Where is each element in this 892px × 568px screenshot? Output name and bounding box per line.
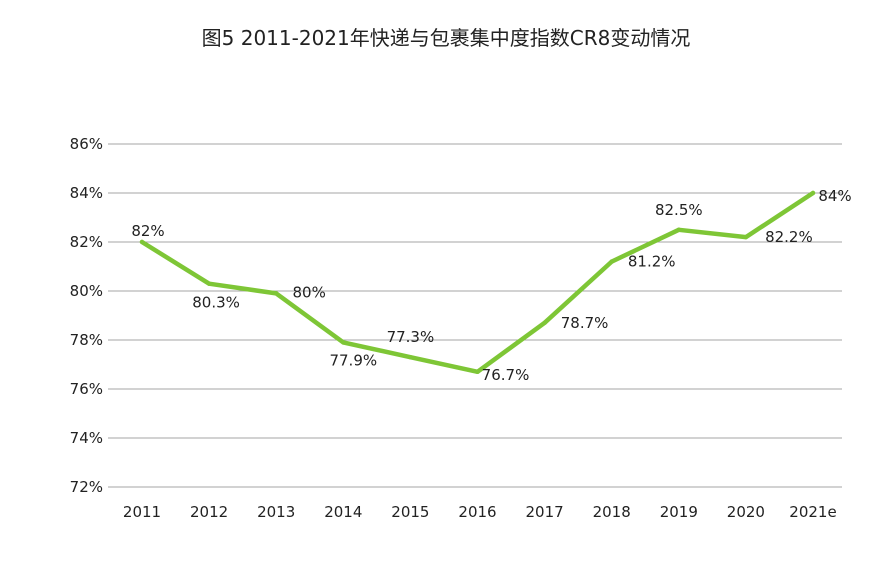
chart-title: 图5 2011-2021年快递与包裹集中度指数CR8变动情况 bbox=[201, 26, 691, 50]
data-label: 84% bbox=[818, 187, 851, 205]
data-point bbox=[274, 291, 279, 296]
data-point bbox=[810, 190, 816, 196]
y-axis-ticks: 72% 74% 76% 78% 80% 82% 84% 86% bbox=[70, 135, 103, 496]
data-point bbox=[206, 281, 212, 286]
data-label: 80.3% bbox=[192, 294, 240, 312]
x-tick-label: 2019 bbox=[660, 503, 698, 521]
x-tick-label: 2015 bbox=[391, 503, 429, 521]
x-tick-label: 2021e bbox=[789, 503, 836, 521]
gridlines bbox=[108, 143, 842, 488]
data-label: 82.5% bbox=[655, 201, 703, 219]
data-label: 82.2% bbox=[765, 228, 813, 246]
data-point bbox=[609, 259, 614, 264]
x-tick-label: 2017 bbox=[526, 503, 564, 521]
x-tick-label: 2013 bbox=[257, 503, 295, 521]
x-tick-label: 2020 bbox=[727, 503, 765, 521]
data-label: 76.7% bbox=[482, 366, 530, 384]
data-point bbox=[676, 227, 681, 232]
y-tick-label: 84% bbox=[70, 184, 103, 202]
x-tick-label: 2011 bbox=[123, 503, 161, 521]
data-point bbox=[341, 340, 346, 345]
data-label: 80% bbox=[293, 283, 326, 301]
series-line bbox=[139, 190, 816, 375]
y-tick-label: 74% bbox=[70, 429, 103, 447]
data-point bbox=[139, 239, 145, 245]
x-axis-ticks: 2011 2012 2013 2014 2015 2016 2017 2018 2019 2020… bbox=[123, 503, 837, 521]
y-tick-label: 76% bbox=[70, 380, 103, 398]
data-label: 77.9% bbox=[329, 351, 377, 369]
data-label: 77.3% bbox=[387, 328, 435, 346]
series-cr8 bbox=[139, 190, 816, 375]
data-point bbox=[542, 320, 547, 326]
data-point bbox=[408, 354, 413, 360]
data-label: 78.7% bbox=[561, 314, 609, 332]
y-tick-label: 82% bbox=[70, 233, 103, 251]
x-tick-label: 2012 bbox=[190, 503, 228, 521]
data-point bbox=[475, 369, 480, 375]
x-tick-label: 2016 bbox=[458, 503, 496, 521]
y-tick-label: 78% bbox=[70, 331, 103, 349]
y-tick-label: 72% bbox=[70, 478, 103, 496]
data-labels: 82% 80.3% 80% 77.9% 77.3% 76.7% 78.7% 81.2% 82.5… bbox=[131, 187, 851, 384]
y-tick-label: 86% bbox=[70, 135, 103, 153]
y-tick-label: 80% bbox=[70, 282, 103, 300]
data-label: 81.2% bbox=[628, 253, 676, 271]
x-tick-label: 2018 bbox=[593, 503, 631, 521]
data-label: 82% bbox=[131, 222, 164, 240]
data-point bbox=[743, 234, 749, 240]
x-tick-label: 2014 bbox=[324, 503, 362, 521]
